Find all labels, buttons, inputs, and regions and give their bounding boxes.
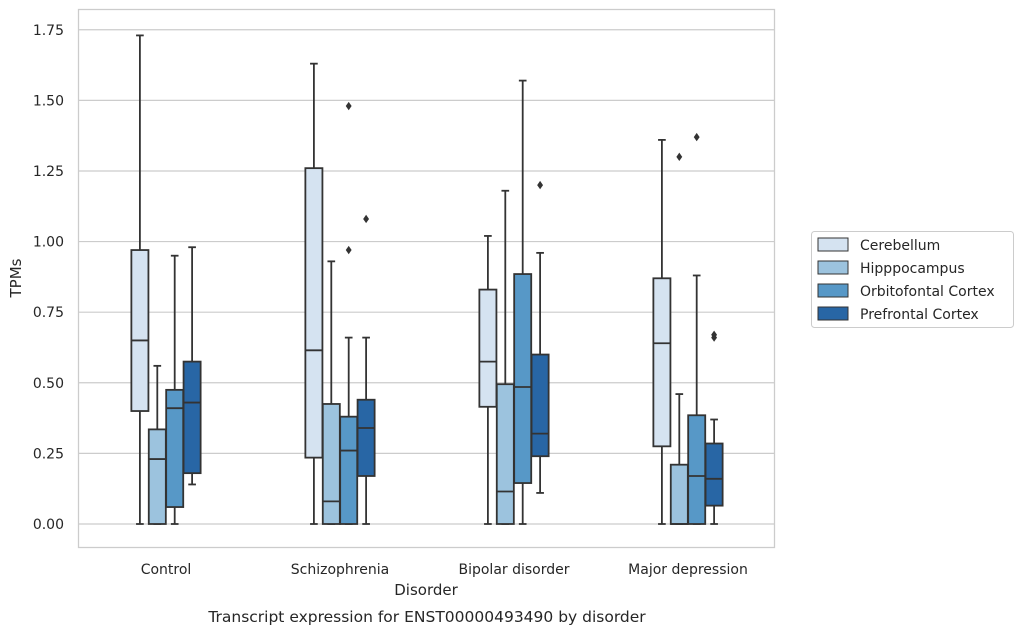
box-iqr bbox=[182, 360, 202, 475]
y-tick-label: 0.25 bbox=[33, 446, 64, 462]
box-orbitofontal-cortex-major-depression bbox=[687, 132, 707, 525]
legend-swatch-hipppocampus bbox=[817, 260, 849, 275]
box-series bbox=[130, 34, 724, 525]
y-tick-label: 0.50 bbox=[33, 376, 64, 392]
legend-label-prefrontal-cortex: Prefrontal Cortex bbox=[860, 307, 979, 323]
box-iqr bbox=[495, 383, 515, 525]
box-prefrontal-cortex-bipolar-disorder bbox=[530, 180, 550, 494]
box-cerebellum-control bbox=[130, 34, 150, 525]
box-iqr bbox=[130, 249, 150, 412]
legend-label-orbitofontal-cortex: Orbitofontal Cortex bbox=[860, 284, 995, 300]
box-iqr bbox=[478, 288, 498, 408]
box-iqr bbox=[652, 277, 672, 448]
legend-swatch-prefrontal-cortex bbox=[817, 306, 849, 321]
box-iqr bbox=[339, 415, 359, 525]
legend-frame bbox=[811, 231, 1014, 328]
legend-swatch-cerebellum bbox=[817, 237, 849, 252]
outlier-point bbox=[345, 245, 352, 255]
x-tick-labels: Control Schizophrenia Bipolar disorder Majo… bbox=[141, 562, 748, 578]
box-hipppocampus-major-depression bbox=[669, 152, 689, 525]
box-cerebellum-schizophrenia bbox=[304, 62, 324, 525]
y-tick-labels: 0.00 0.25 0.50 0.75 1.00 1.25 1.50 1.75 bbox=[33, 23, 64, 533]
y-axis-label: TPMs bbox=[7, 258, 25, 298]
y-tick-label: 1.25 bbox=[33, 164, 64, 180]
y-tick-label: 1.75 bbox=[33, 23, 64, 39]
box-hipppocampus-bipolar-disorder bbox=[495, 189, 515, 525]
box-iqr bbox=[530, 353, 550, 458]
y-tick-label: 1.50 bbox=[33, 93, 64, 109]
box-iqr bbox=[321, 403, 341, 525]
outlier-point bbox=[345, 101, 352, 111]
chart-caption: Transcript expression for ENST0000049349… bbox=[207, 608, 646, 626]
box-iqr bbox=[513, 273, 533, 484]
outlier-point bbox=[537, 180, 544, 190]
box-iqr bbox=[147, 428, 167, 525]
box-cerebellum-major-depression bbox=[652, 139, 672, 525]
box-orbitofontal-cortex-schizophrenia bbox=[339, 101, 359, 525]
outlier-point bbox=[693, 132, 700, 142]
plot-area-frame bbox=[77, 8, 776, 549]
box-hipppocampus-control bbox=[147, 364, 167, 525]
box-orbitofontal-cortex-bipolar-disorder bbox=[513, 79, 533, 525]
box-cerebellum-bipolar-disorder bbox=[478, 235, 498, 525]
outlier-point bbox=[363, 214, 370, 224]
box-iqr bbox=[304, 167, 324, 459]
box-hipppocampus-schizophrenia bbox=[321, 260, 341, 525]
legend: Cerebellum Hipppocampus Orbitofontal Cor… bbox=[811, 231, 1014, 328]
x-tick-label-schizophrenia: Schizophrenia bbox=[291, 562, 389, 578]
outlier-point bbox=[676, 152, 683, 162]
box-iqr bbox=[669, 463, 689, 525]
y-tick-label: 0.00 bbox=[33, 517, 64, 533]
x-tick-label-bipolar-disorder: Bipolar disorder bbox=[458, 562, 569, 578]
box-prefrontal-cortex-schizophrenia bbox=[356, 214, 376, 525]
box-iqr bbox=[687, 414, 707, 525]
x-axis-label: Disorder bbox=[394, 581, 458, 599]
x-tick-label-major-depression: Major depression bbox=[628, 562, 748, 578]
box-iqr bbox=[356, 398, 376, 477]
legend-label-cerebellum: Cerebellum bbox=[860, 238, 940, 254]
legend-swatch-orbitofontal-cortex bbox=[817, 283, 849, 298]
x-tick-label-control: Control bbox=[141, 562, 192, 578]
box-prefrontal-cortex-control bbox=[182, 246, 202, 486]
outlier-point bbox=[711, 330, 718, 339]
box-prefrontal-cortex-major-depression bbox=[704, 330, 724, 525]
box-orbitofontal-cortex-control bbox=[165, 254, 185, 525]
legend-label-hipppocampus: Hipppocampus bbox=[860, 261, 965, 277]
y-tick-label: 1.00 bbox=[33, 235, 64, 251]
y-tick-label: 0.75 bbox=[33, 305, 64, 321]
box-iqr bbox=[704, 442, 724, 507]
